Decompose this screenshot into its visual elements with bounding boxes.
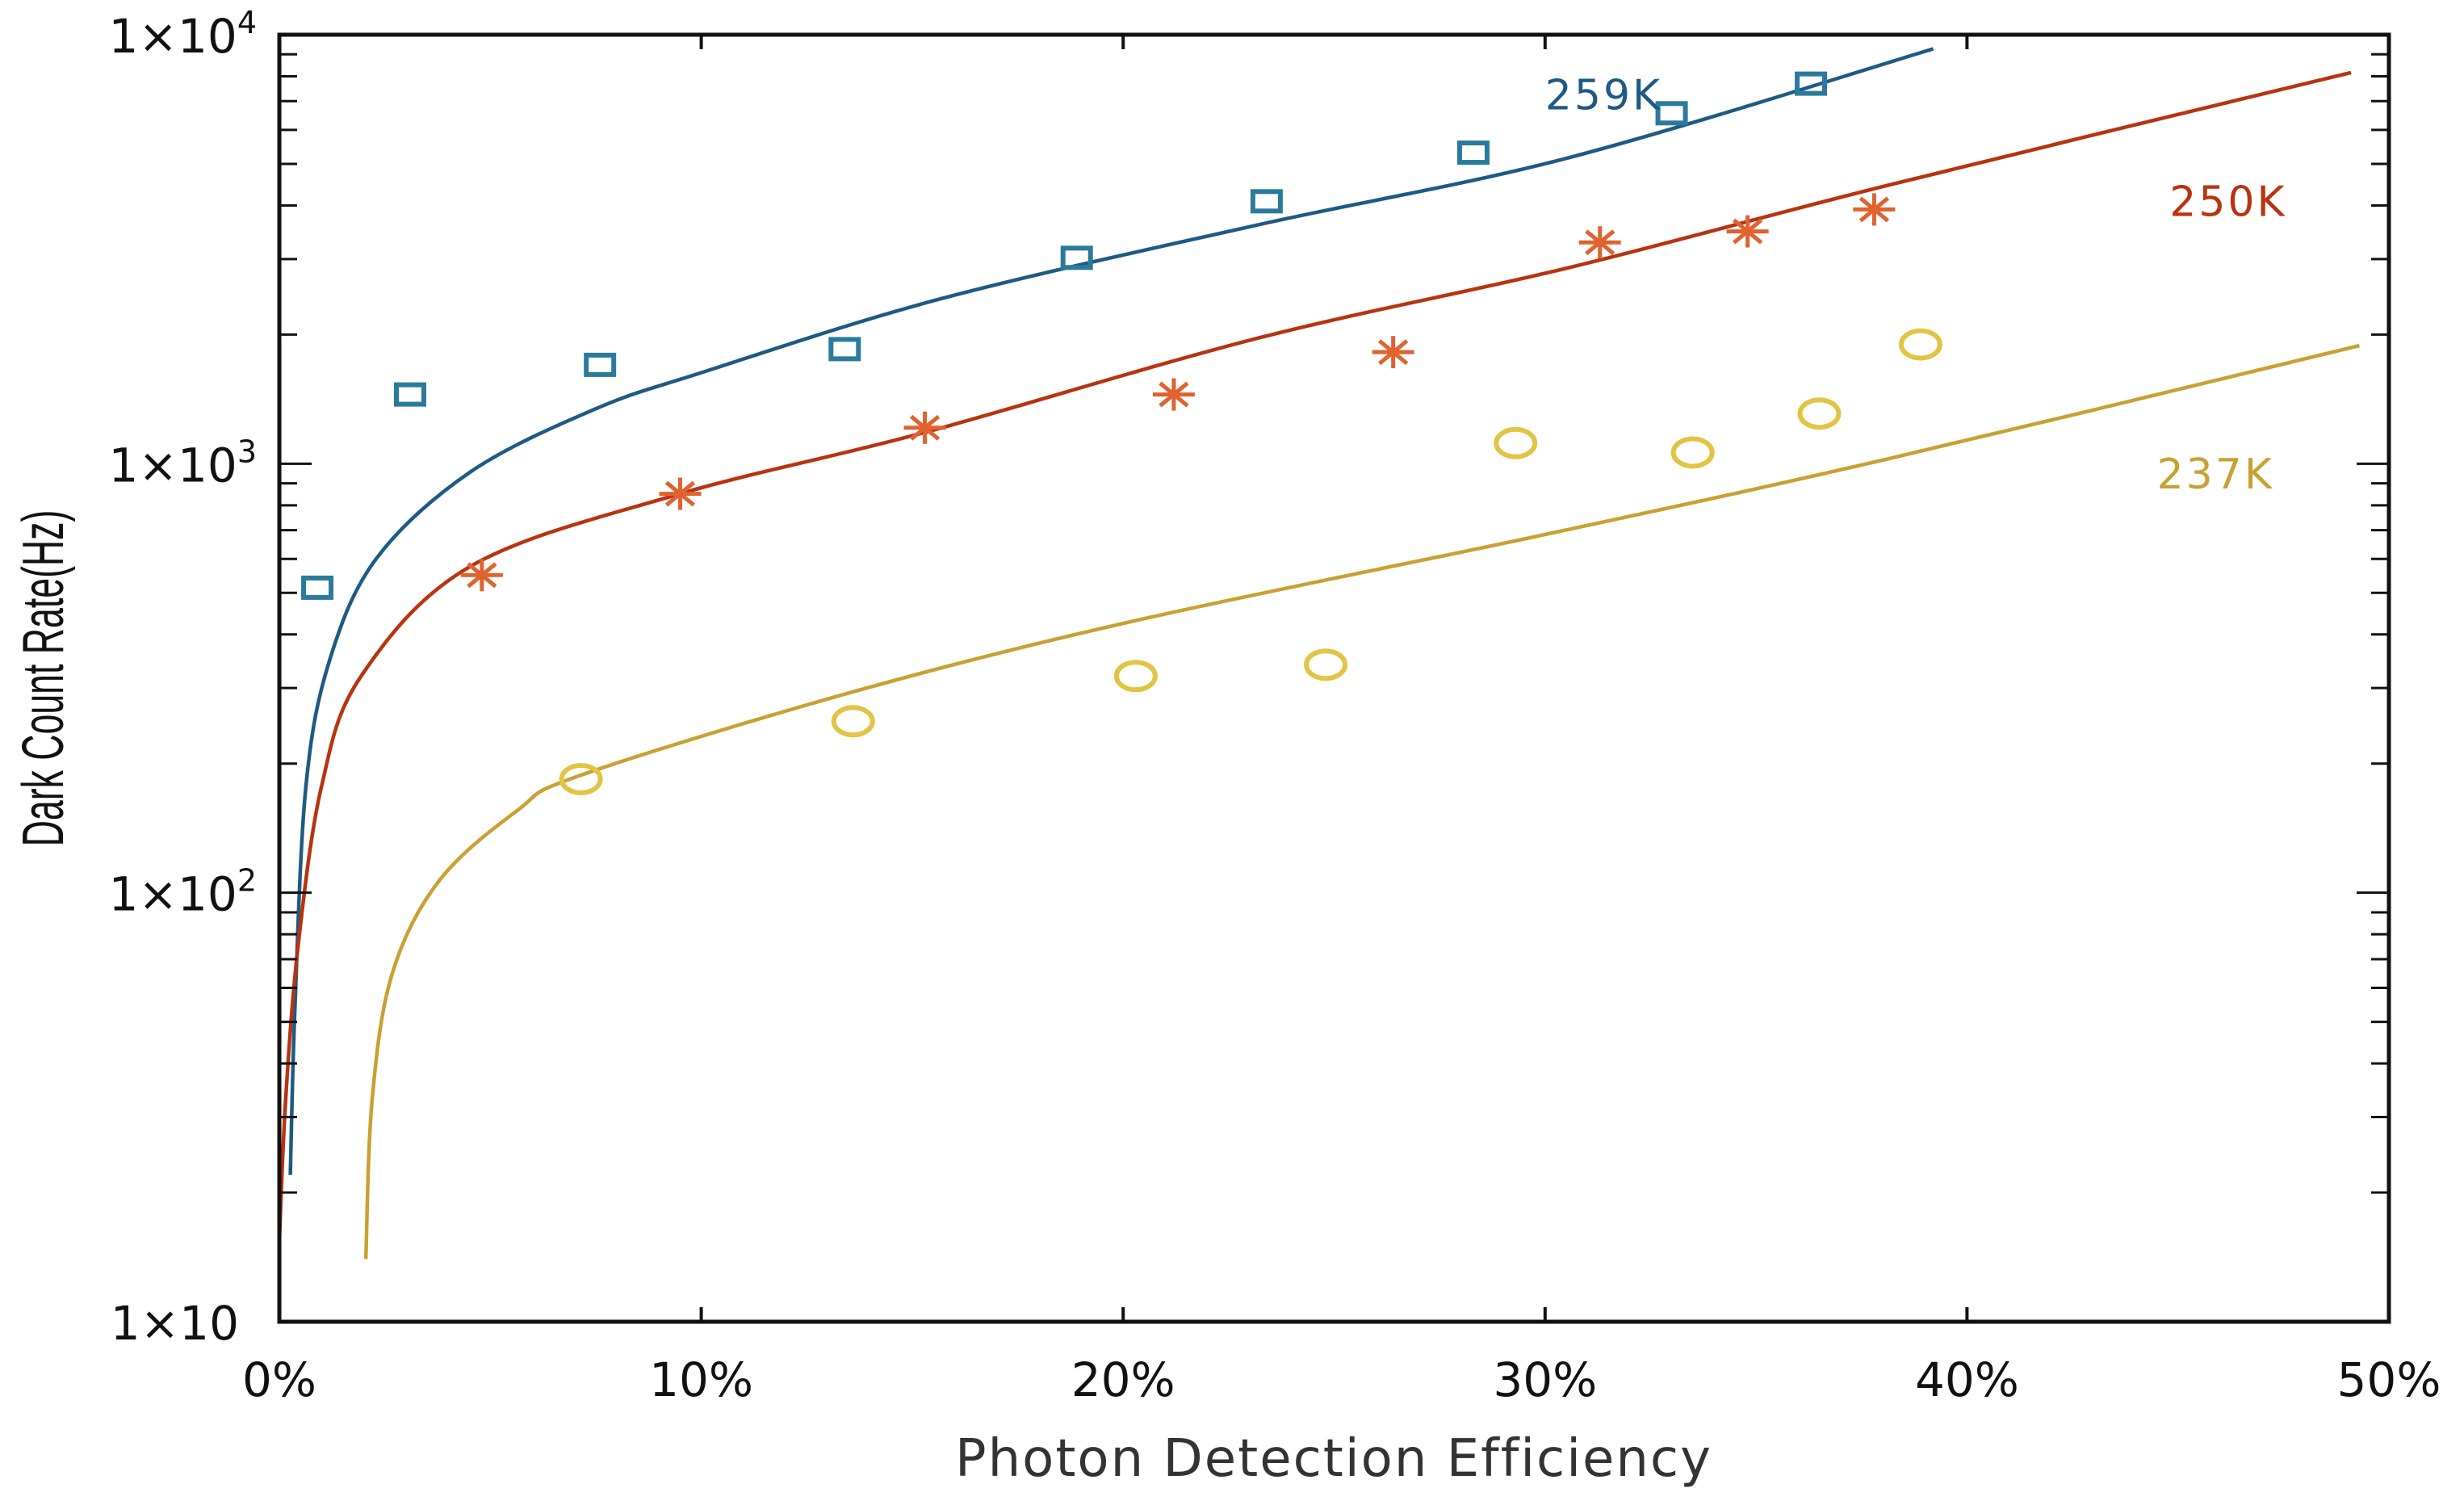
marker-259k xyxy=(1795,71,1828,96)
x-tick-label: 20% xyxy=(1071,1352,1175,1407)
marker-237k xyxy=(1797,397,1842,430)
marker-259k xyxy=(301,575,334,600)
marker-250k xyxy=(1853,193,1896,226)
y-tick-label: 1×103 xyxy=(109,434,258,493)
marker-250k xyxy=(1372,336,1414,369)
data-markers xyxy=(301,71,1942,795)
marker-250k xyxy=(659,477,702,510)
marker-259k xyxy=(584,352,617,377)
marker-237k xyxy=(831,705,875,738)
x-tick-label: 30% xyxy=(1493,1352,1597,1407)
x-tick-label: 50% xyxy=(2337,1352,2441,1407)
marker-237k xyxy=(1670,436,1715,469)
axes xyxy=(277,32,2391,1324)
y-tick-label: 1×104 xyxy=(109,5,258,64)
marker-237k xyxy=(559,762,603,795)
ticks: 1×10 1×102 1×103 1×104 0% 10% 20% 30% 40% 50% xyxy=(109,5,2441,1407)
series-label-237k: 237K xyxy=(2157,451,2274,499)
marker-259k xyxy=(394,382,427,407)
fit-line-250k xyxy=(277,70,2352,1242)
series-labels: 259K 250K 237K xyxy=(1545,72,2286,499)
marker-259k xyxy=(1655,101,1688,126)
fit-curves xyxy=(277,47,2360,1260)
marker-250k xyxy=(460,559,503,592)
x-axis-label: Photon Detection Efficiency xyxy=(955,1429,1712,1489)
marker-259k xyxy=(1250,189,1283,214)
series-label-250k: 250K xyxy=(2169,178,2286,227)
marker-250k xyxy=(1578,226,1621,259)
marker-237k xyxy=(1113,660,1158,693)
marker-259k xyxy=(1456,140,1490,166)
marker-237k xyxy=(1898,328,1942,361)
x-tick-label: 10% xyxy=(649,1352,753,1407)
y-tick-label: 1×10 xyxy=(111,1296,239,1351)
marker-250k xyxy=(903,411,946,444)
y-axis-label: Dark Count Rate(Hz) xyxy=(10,510,76,847)
marker-259k xyxy=(828,337,861,362)
marker-237k xyxy=(1304,648,1348,681)
fit-line-259k xyxy=(288,47,1934,1176)
marker-250k xyxy=(1152,378,1195,411)
fit-line-237k xyxy=(363,343,2360,1260)
y-tick-label: 1×102 xyxy=(109,863,258,922)
x-tick-label: 0% xyxy=(242,1352,316,1407)
x-tick-label: 40% xyxy=(1915,1352,2019,1407)
plot-frame xyxy=(277,32,2391,1324)
marker-237k xyxy=(1494,426,1538,459)
series-label-259k: 259K xyxy=(1545,72,1662,120)
marker-250k xyxy=(1726,215,1769,248)
marker-259k xyxy=(1060,245,1093,270)
